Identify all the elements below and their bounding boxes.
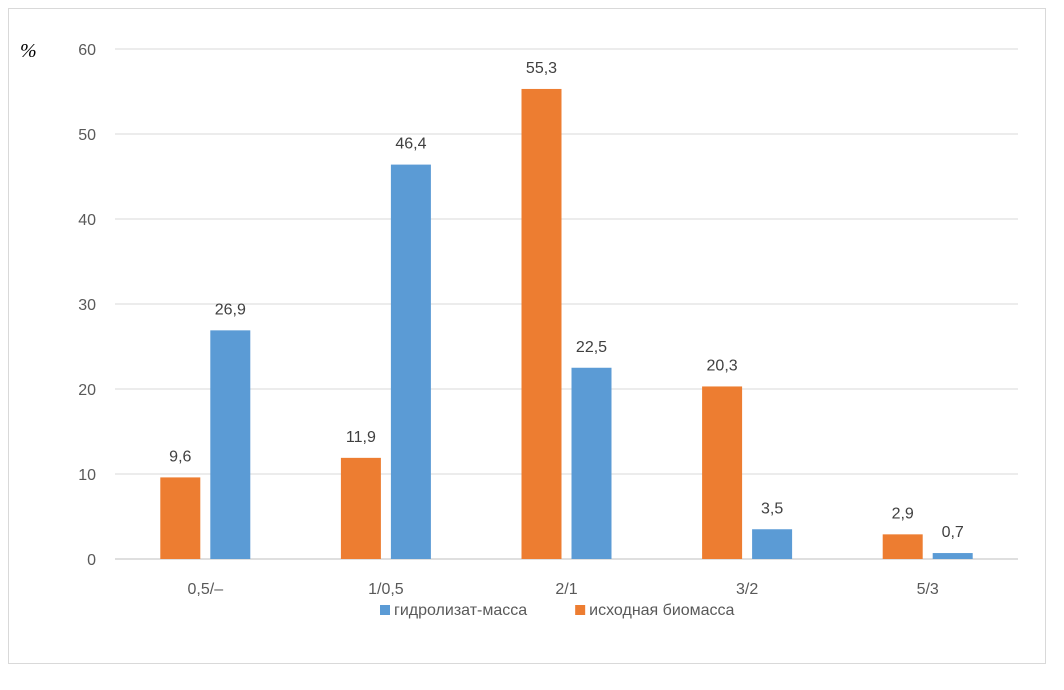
bar — [571, 367, 612, 559]
y-axis-unit-label: % — [20, 40, 37, 62]
data-label: 11,9 — [346, 429, 376, 446]
gridlines — [115, 48, 1018, 560]
x-tick-label: 0,5/– — [188, 581, 224, 598]
data-label: 26,9 — [215, 301, 246, 318]
bar — [521, 88, 562, 559]
bar — [752, 529, 793, 559]
y-axis-ticks: 0 10 20 30 40 50 60 — [78, 42, 96, 569]
y-tick-label: 0 — [87, 552, 96, 569]
legend-label: исходная биомасса — [589, 602, 734, 619]
bar — [210, 330, 251, 559]
data-labels: 9,6 26,9 11,9 46,4 55,3 22,5 20,3 3,5 2,9 0,7 — [169, 60, 964, 541]
bar — [932, 553, 973, 559]
data-label: 46,4 — [395, 136, 426, 153]
bar — [702, 386, 743, 559]
data-label: 55,3 — [526, 60, 557, 77]
y-tick-label: 40 — [78, 212, 96, 229]
x-tick-label: 5/3 — [917, 581, 939, 598]
x-tick-label: 1/0,5 — [368, 581, 404, 598]
y-tick-label: 60 — [78, 42, 96, 59]
x-axis-ticks: 0,5/– 1/0,5 2/1 3/2 5/3 — [188, 581, 939, 598]
legend-label: гидролизат-масса — [394, 602, 527, 619]
bar — [882, 534, 923, 559]
data-label: 2,9 — [892, 505, 914, 522]
y-tick-label: 20 — [78, 382, 96, 399]
y-tick-label: 30 — [78, 297, 96, 314]
bar — [340, 457, 381, 559]
bar — [390, 164, 431, 559]
data-label: 9,6 — [169, 448, 191, 465]
legend: гидролизат-масса исходная биомасса — [380, 602, 735, 619]
data-label: 3,5 — [761, 500, 783, 517]
x-tick-label: 3/2 — [736, 581, 758, 598]
data-label: 22,5 — [576, 339, 607, 356]
data-label: 0,7 — [942, 524, 964, 541]
y-tick-label: 10 — [78, 467, 96, 484]
x-tick-label: 2/1 — [555, 581, 577, 598]
y-tick-label: 50 — [78, 127, 96, 144]
legend-swatch — [380, 605, 390, 615]
legend-swatch — [575, 605, 586, 615]
bars — [160, 88, 973, 559]
bar — [160, 477, 201, 559]
data-label: 20,3 — [707, 357, 738, 374]
